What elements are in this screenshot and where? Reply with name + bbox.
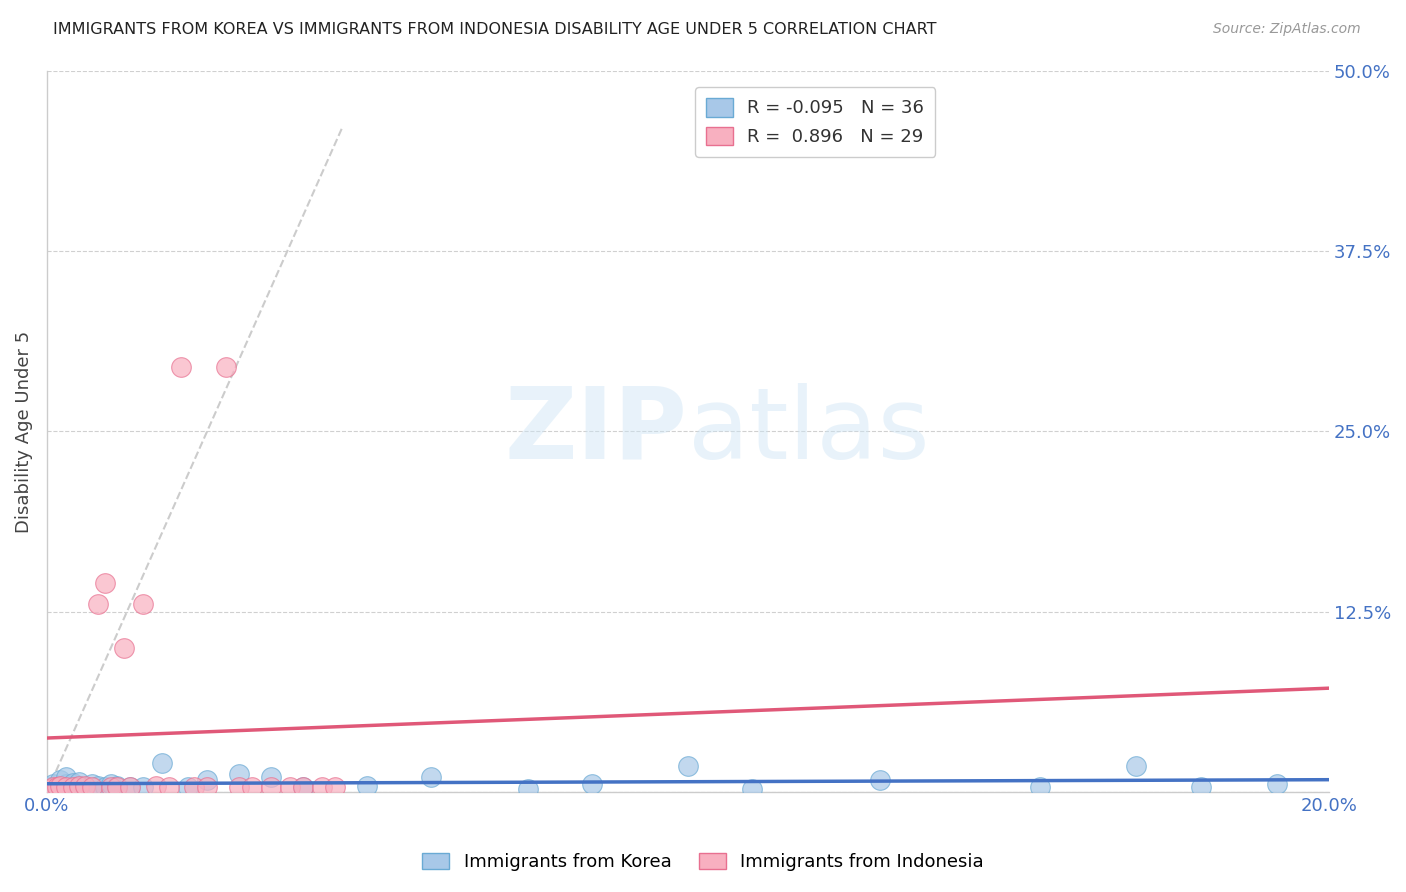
Point (1125, 758, 1147, 772)
Point (356, 779, 378, 793)
Point (195, 780, 218, 795)
Point (280, 780, 302, 795)
Point (55, 780, 77, 795)
Point (87, 598, 110, 612)
Point (260, 780, 283, 795)
Point (120, 780, 142, 795)
Point (67, 774, 90, 789)
Point (177, 780, 200, 795)
Point (105, 779, 128, 793)
Point (62, 780, 84, 795)
Point (132, 598, 155, 612)
Point (869, 773, 891, 788)
Point (311, 780, 333, 795)
Point (516, 781, 538, 796)
Point (292, 780, 315, 795)
Point (676, 758, 699, 772)
Point (62, 780, 84, 795)
Point (87, 779, 110, 793)
Point (48, 779, 70, 793)
Point (195, 773, 218, 788)
Point (260, 770, 283, 784)
Point (1267, 777, 1289, 791)
Point (741, 781, 763, 796)
Point (100, 780, 122, 795)
Point (183, 780, 205, 795)
Point (112, 640, 135, 655)
Point (581, 777, 603, 791)
Point (228, 780, 250, 795)
Point (45, 781, 67, 796)
Point (45, 780, 67, 795)
Legend: R = -0.095   N = 36, R =  0.896   N = 29: R = -0.095 N = 36, R = 0.896 N = 29 (695, 87, 935, 157)
Point (80, 780, 103, 795)
Point (145, 779, 167, 793)
Point (48, 773, 70, 788)
Point (170, 359, 193, 374)
Point (240, 780, 263, 795)
Point (215, 359, 238, 374)
Text: Source: ZipAtlas.com: Source: ZipAtlas.com (1213, 22, 1361, 37)
Point (62, 776, 84, 790)
Point (228, 767, 250, 781)
Y-axis label: Disability Age Under 5: Disability Age Under 5 (15, 330, 32, 533)
Point (75, 779, 97, 793)
Point (150, 756, 173, 770)
Point (67, 779, 90, 793)
Point (42, 780, 65, 795)
Point (75, 780, 97, 795)
Text: IMMIGRANTS FROM KOREA VS IMMIGRANTS FROM INDONESIA DISABILITY AGE UNDER 5 CORREL: IMMIGRANTS FROM KOREA VS IMMIGRANTS FROM… (53, 22, 936, 37)
Point (105, 780, 128, 795)
Text: ZIP: ZIP (505, 383, 688, 480)
Point (132, 780, 155, 795)
Legend: Immigrants from Korea, Immigrants from Indonesia: Immigrants from Korea, Immigrants from I… (415, 846, 991, 879)
Point (323, 780, 346, 795)
Point (157, 780, 180, 795)
Point (42, 777, 65, 791)
Point (292, 780, 315, 795)
Point (55, 777, 77, 791)
Text: atlas: atlas (688, 383, 929, 480)
Point (93, 780, 115, 795)
Point (48, 779, 70, 793)
Point (55, 770, 77, 784)
Point (80, 777, 103, 791)
Point (67, 779, 90, 793)
Point (39, 781, 62, 796)
Point (1189, 780, 1212, 795)
Point (93, 575, 115, 590)
Point (100, 777, 122, 791)
Point (1029, 780, 1052, 795)
Point (420, 770, 443, 784)
Point (120, 780, 142, 795)
Point (39, 780, 62, 795)
